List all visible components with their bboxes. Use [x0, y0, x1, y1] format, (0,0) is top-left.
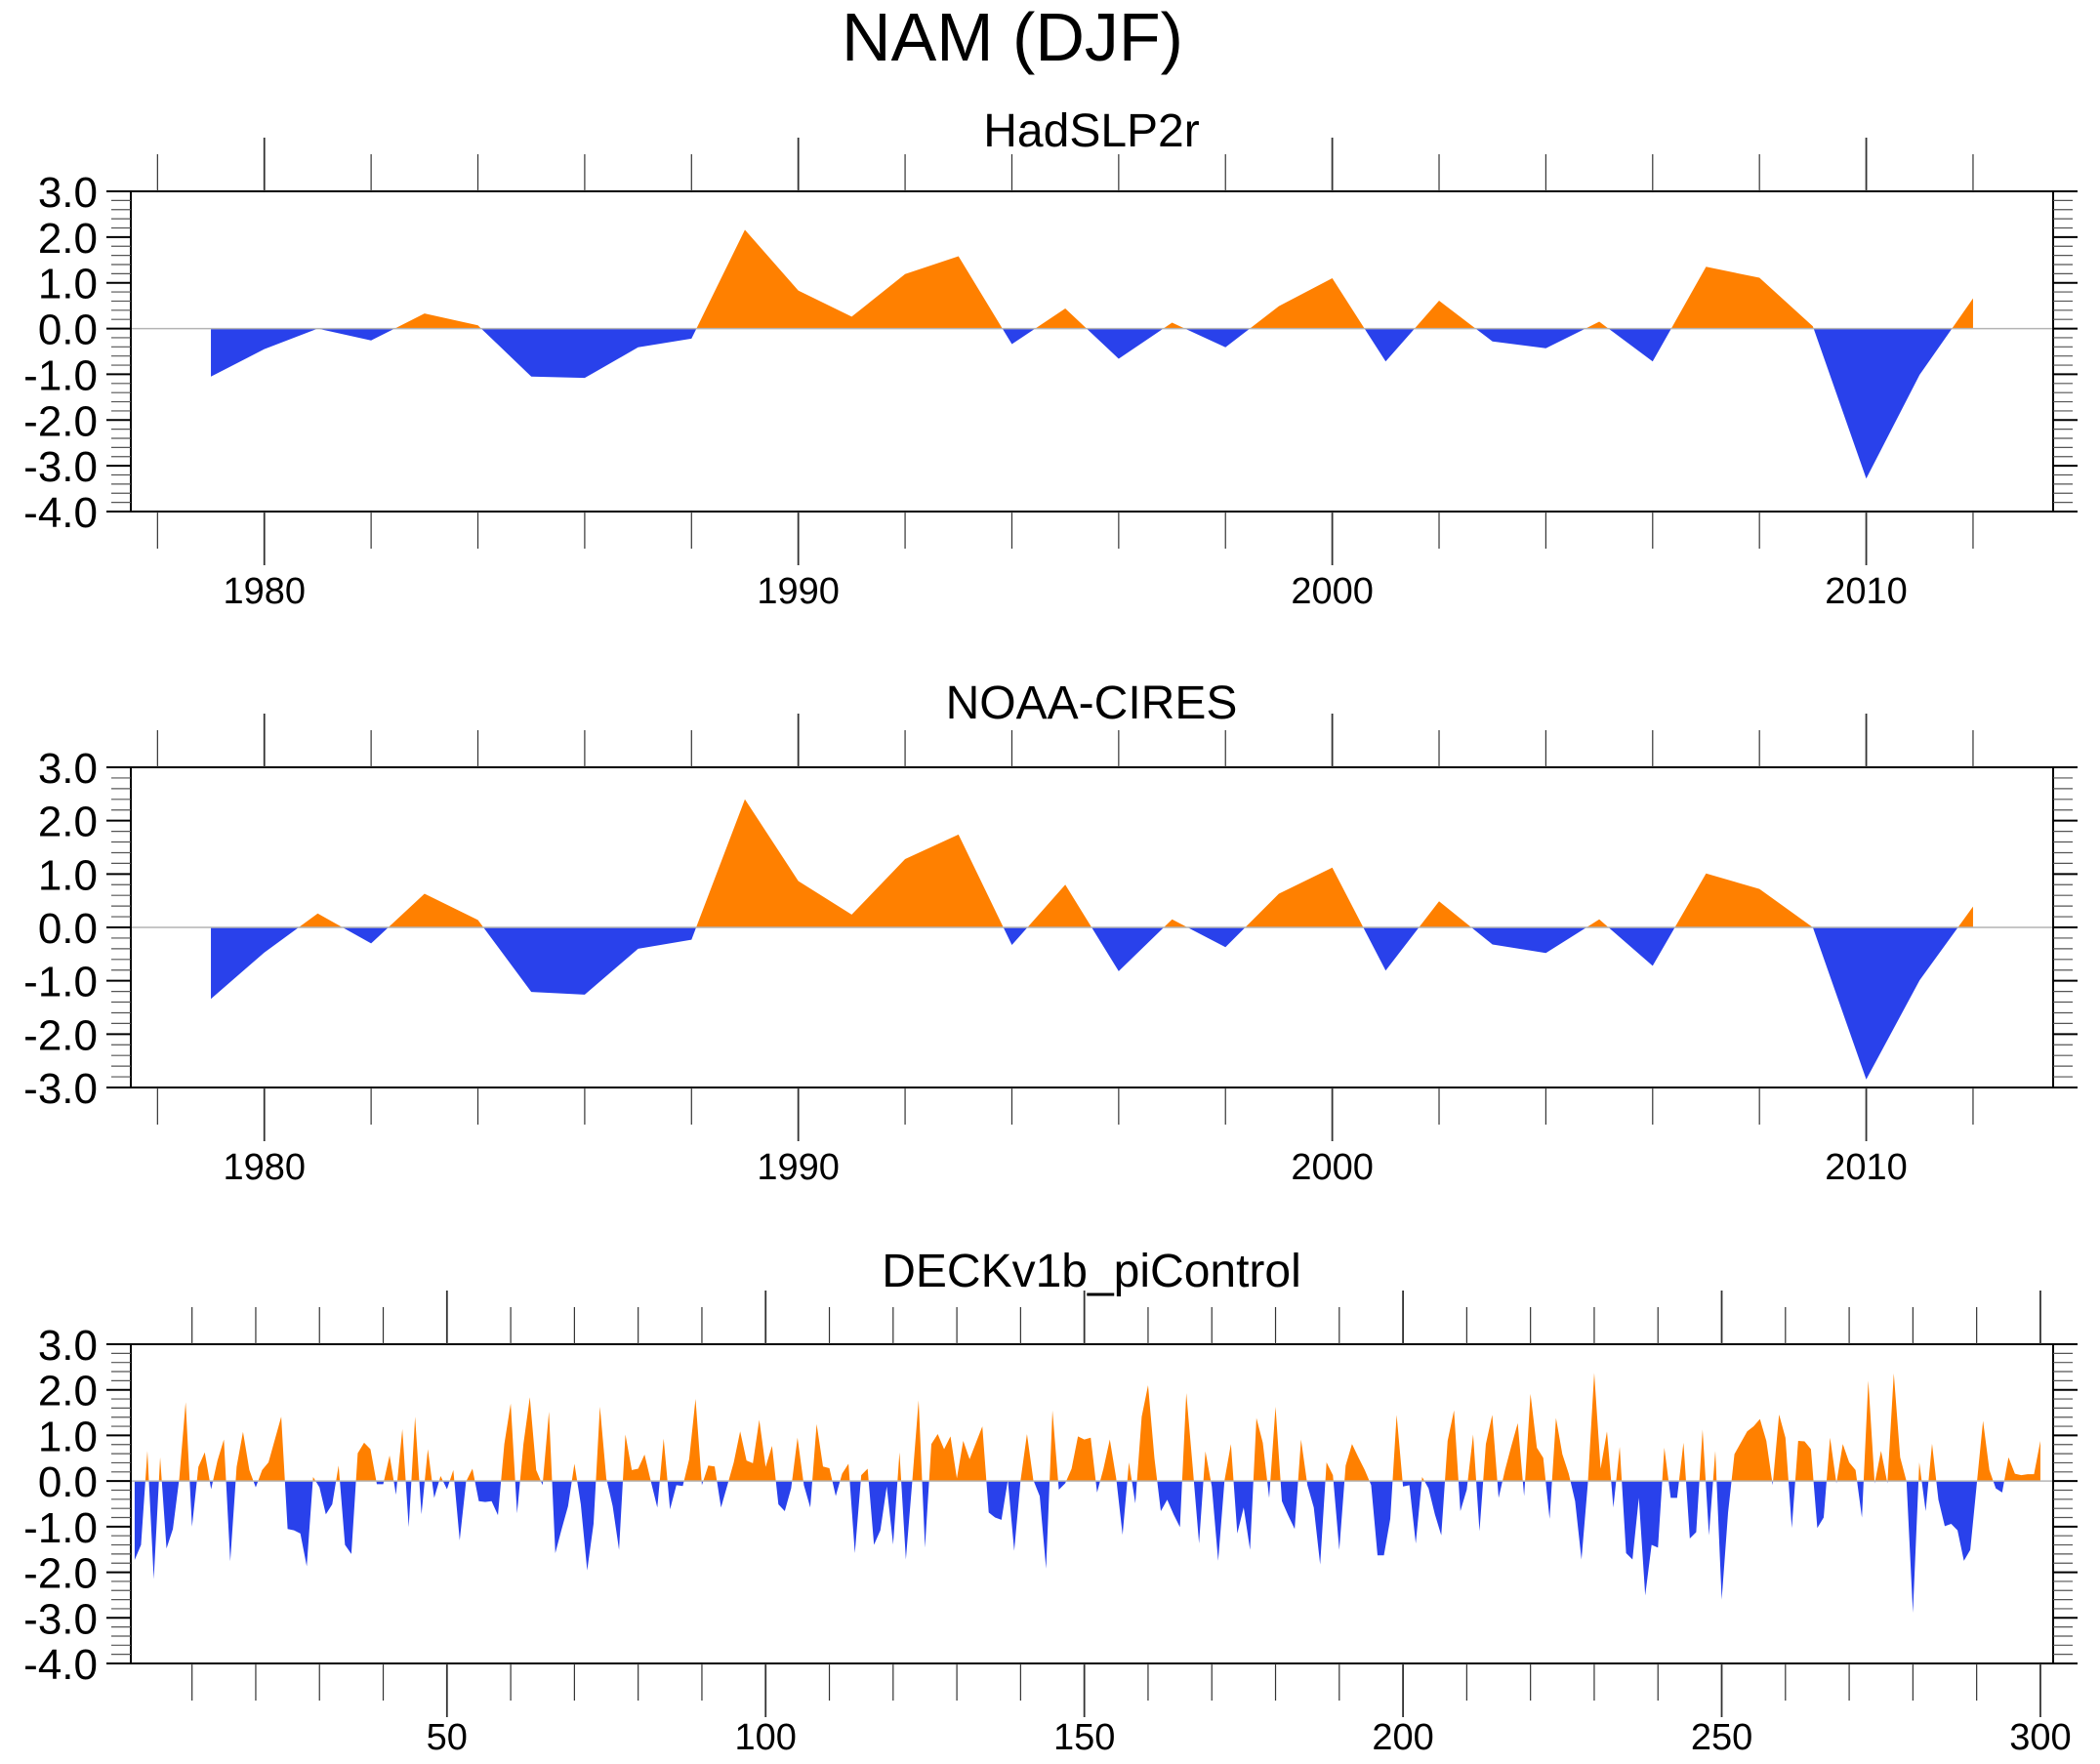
y-tick-label: -1.0	[23, 959, 98, 1006]
plot-frame	[130, 190, 2054, 513]
x-tick-label: 2010	[1825, 1147, 1908, 1188]
y-tick-label: -3.0	[23, 1065, 98, 1113]
x-tick-label: 2000	[1291, 571, 1374, 612]
negative-area	[134, 1481, 2040, 1614]
panel-title: HadSLP2r	[983, 105, 1199, 157]
negative-area	[211, 328, 1973, 479]
x-tick-label: 2010	[1825, 571, 1908, 612]
x-tick-label: 250	[1691, 1717, 1752, 1758]
y-tick-label: -1.0	[23, 351, 98, 399]
x-tick-label: 300	[2009, 1717, 2071, 1758]
y-tick-label: -2.0	[23, 1011, 98, 1059]
x-tick-label: 2000	[1291, 1147, 1374, 1188]
positive-area	[211, 799, 1973, 927]
x-tick-label: 1980	[223, 571, 306, 612]
y-tick-label: 2.0	[38, 1368, 98, 1415]
y-tick-label: -4.0	[23, 489, 98, 537]
x-tick-label: 200	[1372, 1717, 1433, 1758]
y-tick-label: 1.0	[38, 1413, 98, 1460]
y-tick-label: -3.0	[23, 1595, 98, 1643]
y-tick-label: -4.0	[23, 1641, 98, 1689]
x-tick-label: 50	[427, 1717, 468, 1758]
y-tick-label: 1.0	[38, 261, 98, 308]
x-tick-label: 100	[735, 1717, 797, 1758]
panel-title: NOAA-CIRES	[946, 677, 1238, 729]
positive-area	[134, 1373, 2040, 1482]
y-tick-label: 2.0	[38, 799, 98, 846]
y-tick-label: -1.0	[23, 1504, 98, 1552]
y-tick-label: 0.0	[38, 905, 98, 953]
y-tick-label: 0.0	[38, 1458, 98, 1506]
panel-title: DECKv1b_piControl	[882, 1246, 1301, 1297]
panel-hadslp2r: HadSLP2r 3.02.01.00.0-1.0-2.0-3.0-4.0 198…	[23, 105, 2078, 612]
y-tick-label: 2.0	[38, 215, 98, 263]
y-tick-label: 3.0	[38, 745, 98, 793]
x-tick-label: 1980	[223, 1147, 306, 1188]
x-tick-label: 1990	[757, 1147, 840, 1188]
y-tick-label: 0.0	[38, 307, 98, 354]
y-tick-label: 3.0	[38, 1322, 98, 1370]
y-tick-label: -2.0	[23, 1550, 98, 1598]
y-tick-label: -3.0	[23, 443, 98, 491]
plot-frame	[130, 1343, 2054, 1664]
panel-deckv1b-picontrol: DECKv1b_piControl 3.02.01.00.0-1.0-2.0-3…	[23, 1246, 2078, 1758]
panel-noaa-cires: NOAA-CIRES 3.0 2.0 1.0 0.0 -1.0 -2.0 -3.0 1980 1…	[23, 677, 2078, 1188]
figure-title: NAM (DJF)	[842, 0, 1183, 75]
y-tick-label: -2.0	[23, 397, 98, 445]
y-tick-label: 3.0	[38, 169, 98, 217]
x-tick-label: 150	[1053, 1717, 1115, 1758]
negative-area	[211, 927, 1973, 1080]
positive-area	[211, 229, 1973, 329]
x-tick-label: 1990	[757, 571, 840, 612]
y-tick-label: 1.0	[38, 851, 98, 899]
